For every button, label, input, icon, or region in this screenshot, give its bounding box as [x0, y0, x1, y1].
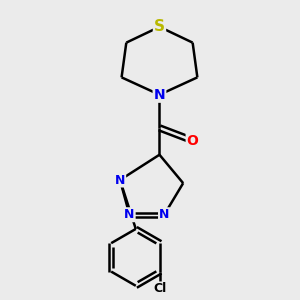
- Text: Cl: Cl: [154, 282, 167, 296]
- Text: N: N: [159, 208, 169, 221]
- Text: O: O: [187, 134, 199, 148]
- Text: N: N: [115, 173, 125, 187]
- Text: N: N: [154, 88, 165, 102]
- Text: N: N: [124, 208, 135, 221]
- Text: S: S: [154, 19, 165, 34]
